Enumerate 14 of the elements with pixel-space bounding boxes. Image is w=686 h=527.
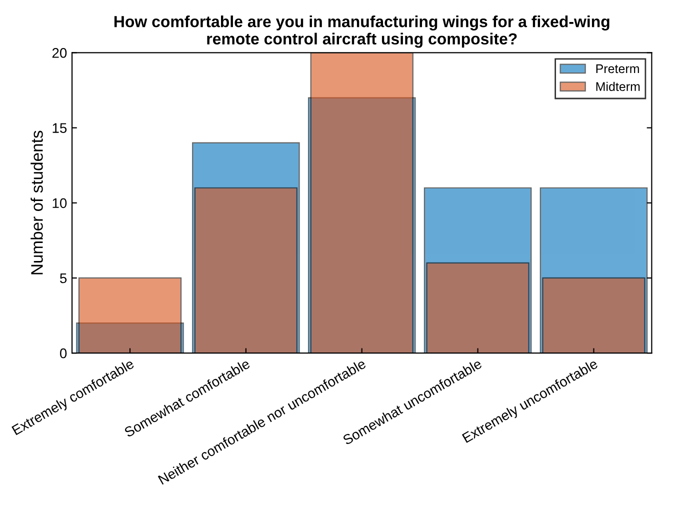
bar	[78, 277, 182, 354]
y-tick-label: 20	[52, 48, 67, 58]
chart-title: How comfortable are you in manufacturing wings for a fixed-wing remote control aircraft using composite?	[114, 16, 610, 48]
bar	[426, 262, 530, 354]
y-axis-title: Number of students	[30, 130, 43, 274]
bar	[310, 52, 414, 354]
legend-label: Preterm	[596, 64, 639, 74]
bar	[194, 187, 298, 354]
y-tick-label: 10	[52, 198, 67, 208]
y-tick-label: 0	[60, 348, 67, 358]
bar	[542, 277, 646, 354]
legend-label: Midterm	[596, 82, 640, 92]
y-tick-label: 5	[60, 273, 67, 284]
y-tick-label: 15	[52, 123, 67, 133]
